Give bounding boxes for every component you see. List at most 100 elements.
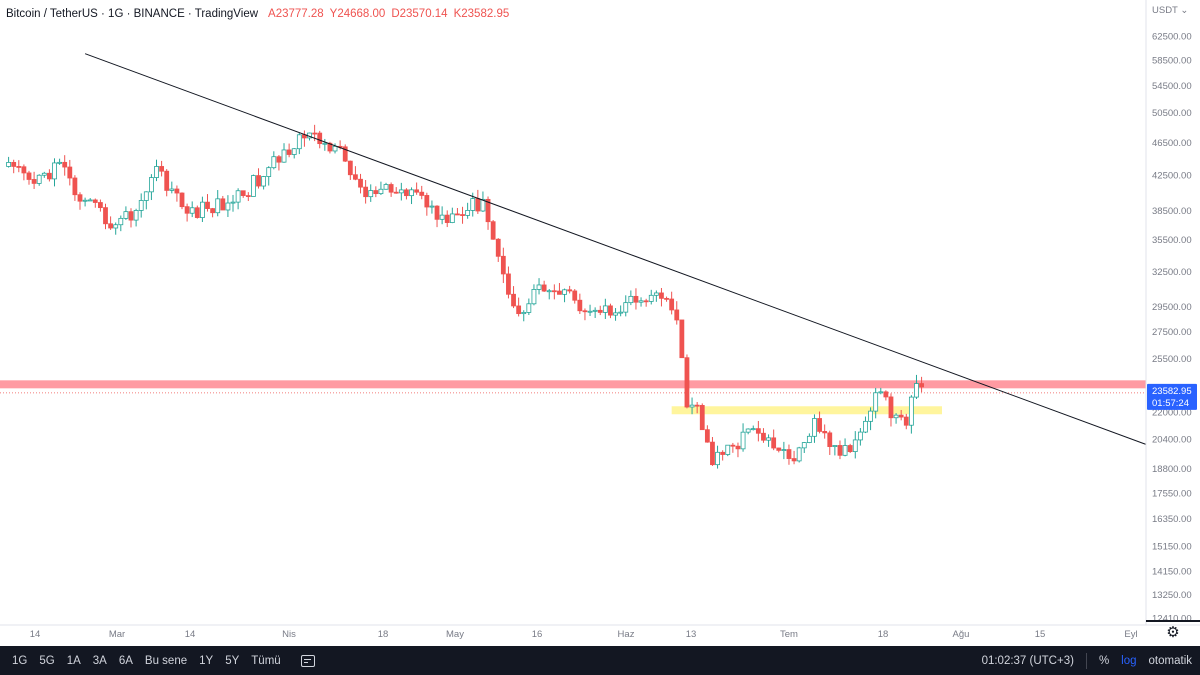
resistance-band[interactable]	[0, 380, 1146, 389]
candle-2022-05-17[interactable]	[546, 289, 552, 300]
candle-2022-07-17[interactable]	[857, 428, 863, 446]
candle-2022-02-18[interactable]	[98, 199, 103, 212]
candle-2022-05-07[interactable]	[495, 238, 501, 262]
timeframe-button-3[interactable]: 3A	[92, 654, 107, 667]
candle-2022-02-19[interactable]	[103, 203, 108, 230]
candle-2022-05-10[interactable]	[511, 286, 516, 309]
candle-2022-04-27[interactable]	[444, 210, 450, 228]
candle-2022-03-17[interactable]	[235, 188, 241, 210]
log-toggle[interactable]: log	[1121, 654, 1137, 667]
candle-2022-07-20[interactable]	[873, 387, 879, 419]
candle-2022-05-08[interactable]	[500, 247, 506, 284]
timeframe-button-5[interactable]: Bu sene	[144, 654, 188, 667]
candle-2022-04-05[interactable]	[332, 143, 338, 154]
candle-2022-07-24[interactable]	[893, 413, 899, 424]
candle-2022-05-19[interactable]	[557, 283, 562, 295]
candle-2022-02-10[interactable]	[57, 158, 62, 165]
candle-2022-02-14[interactable]	[77, 192, 83, 210]
candle-2022-02-02[interactable]	[16, 160, 22, 173]
candle-2022-07-11[interactable]	[827, 430, 833, 455]
candle-2022-02-24[interactable]	[128, 208, 134, 228]
candle-2022-06-21[interactable]	[725, 444, 731, 457]
candle-2022-03-09[interactable]	[194, 205, 200, 219]
candle-2022-03-05[interactable]	[174, 185, 180, 202]
candle-2022-02-15[interactable]	[82, 197, 88, 207]
candle-2022-03-27[interactable]	[286, 143, 292, 158]
candle-2022-06-08[interactable]	[659, 287, 664, 307]
timeframe-button-8[interactable]: Tümü	[251, 654, 281, 667]
candle-2022-06-22[interactable]	[730, 442, 736, 453]
candle-2022-04-21[interactable]	[414, 182, 420, 195]
candle-2022-07-29[interactable]	[919, 376, 924, 393]
candle-2022-07-26[interactable]	[903, 413, 909, 430]
candle-2022-07-01[interactable]	[776, 447, 782, 453]
candle-2022-04-19[interactable]	[404, 188, 409, 200]
candle-2022-03-29[interactable]	[296, 132, 302, 155]
candle-2022-05-06[interactable]	[490, 219, 496, 240]
candle-2022-06-15[interactable]	[694, 402, 700, 414]
candle-2022-03-28[interactable]	[291, 148, 297, 159]
candle-2022-05-23[interactable]	[577, 293, 583, 315]
candle-2022-02-03[interactable]	[21, 164, 27, 181]
plot-area[interactable]	[0, 53, 1147, 469]
candle-2022-02-08[interactable]	[46, 169, 52, 182]
candle-2022-06-05[interactable]	[643, 298, 649, 307]
candle-2022-06-20[interactable]	[720, 450, 726, 461]
symbol-title[interactable]: Bitcoin / TetherUS · 1G · BINANCE · Trad…	[6, 8, 259, 20]
time-axis[interactable]: 14 Mar 14 Nis 18 May 16 Haz 13 Tem 18 Ağu 15 Eyl	[0, 620, 1200, 640]
candle-2022-03-18[interactable]	[240, 190, 246, 198]
candle-2022-06-19[interactable]	[715, 445, 720, 469]
candle-2022-03-11[interactable]	[205, 194, 210, 212]
candle-2022-06-03[interactable]	[633, 288, 639, 310]
candle-2022-03-16[interactable]	[230, 194, 236, 212]
candle-2022-07-09[interactable]	[817, 411, 822, 434]
candle-2022-05-25[interactable]	[587, 304, 593, 317]
candle-2022-04-15[interactable]	[383, 182, 389, 190]
candle-2022-04-20[interactable]	[409, 187, 414, 205]
candle-2022-04-03[interactable]	[322, 138, 328, 151]
timeframe-button-1[interactable]: 5G	[39, 654, 55, 667]
timeframe-button-7[interactable]: 5Y	[225, 654, 240, 667]
auto-toggle[interactable]: otomatik	[1148, 654, 1192, 667]
candle-2022-05-13[interactable]	[526, 298, 532, 316]
candle-2022-05-22[interactable]	[572, 289, 578, 304]
candle-2022-03-22[interactable]	[261, 175, 267, 190]
candle-2022-04-26[interactable]	[439, 206, 445, 225]
candle-2022-07-25[interactable]	[898, 409, 904, 421]
candle-2022-04-14[interactable]	[378, 181, 384, 196]
candle-2022-02-20[interactable]	[108, 216, 114, 230]
candle-2022-04-24[interactable]	[429, 200, 435, 214]
candle-2022-07-19[interactable]	[868, 407, 873, 431]
candle-2022-02-13[interactable]	[72, 175, 78, 201]
candle-2022-06-06[interactable]	[648, 289, 654, 305]
candle-2022-04-22[interactable]	[419, 185, 425, 200]
candle-2022-03-19[interactable]	[245, 192, 251, 202]
clock-readout[interactable]: 01:02:37 (UTC+3)	[981, 654, 1074, 667]
candle-2022-06-30[interactable]	[771, 429, 777, 451]
candle-2022-02-01[interactable]	[11, 159, 17, 174]
candle-2022-04-16[interactable]	[388, 182, 394, 197]
candle-2022-04-13[interactable]	[373, 186, 379, 198]
candle-2022-05-09[interactable]	[506, 266, 511, 299]
candle-2022-02-12[interactable]	[67, 159, 73, 186]
candle-2022-07-04[interactable]	[791, 450, 797, 465]
candle-2022-07-05[interactable]	[796, 446, 802, 463]
candle-2022-05-26[interactable]	[592, 307, 598, 318]
candle-2022-07-12[interactable]	[832, 445, 838, 456]
candle-2022-02-17[interactable]	[92, 198, 98, 208]
candle-2022-07-02[interactable]	[781, 441, 787, 460]
candle-2022-02-25[interactable]	[133, 208, 139, 227]
candle-2022-06-23[interactable]	[735, 442, 741, 458]
candle-2022-05-15[interactable]	[536, 278, 542, 295]
candle-2022-07-08[interactable]	[812, 414, 817, 443]
candle-2022-05-21[interactable]	[567, 285, 573, 294]
candle-2022-06-04[interactable]	[638, 297, 644, 307]
candle-2022-06-18[interactable]	[710, 437, 715, 466]
candle-2022-06-11[interactable]	[674, 301, 680, 325]
candle-2022-05-24[interactable]	[582, 308, 588, 321]
candle-2022-04-08[interactable]	[347, 160, 353, 180]
candle-2022-02-23[interactable]	[123, 206, 129, 220]
trendline[interactable]	[84, 53, 1147, 445]
candle-2022-07-15[interactable]	[847, 443, 853, 453]
candle-2022-03-25[interactable]	[276, 155, 282, 171]
